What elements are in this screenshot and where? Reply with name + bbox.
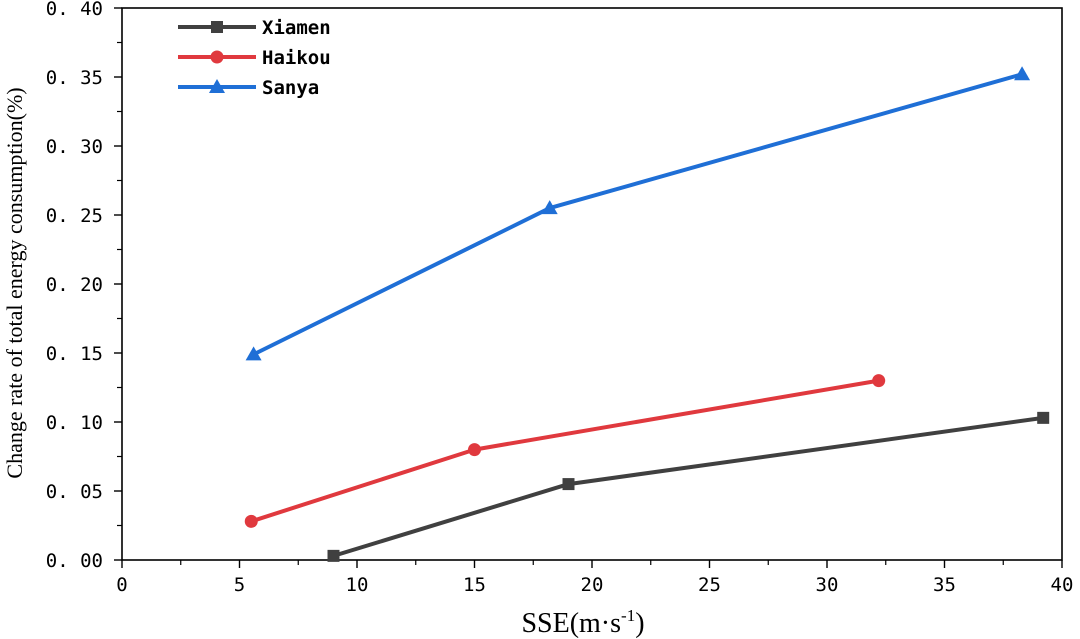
legend-marker-haikou	[210, 50, 224, 64]
y-axis-title-group: Change rate of total energy consumption(…	[2, 87, 27, 478]
data-point-haikou	[872, 374, 886, 388]
y-tick-label: 0. 05	[46, 481, 103, 503]
series-line-xiamen	[332, 415, 1044, 558]
y-tick-label: 0. 30	[46, 136, 103, 158]
x-axis-title: SSE(m·s-1)	[521, 606, 644, 639]
y-tick-label: 0. 15	[46, 343, 103, 365]
data-point-haikou	[244, 514, 258, 528]
legend-label-xiamen: Xiamen	[262, 17, 331, 39]
series-line-haikou	[250, 378, 880, 524]
y-tick-label: 0. 00	[46, 550, 103, 572]
y-tick-label: 0. 35	[46, 67, 103, 89]
y-axis-title: Change rate of total energy consumption(…	[2, 87, 27, 478]
series-line-sanya	[252, 72, 1023, 357]
data-point-xiamen	[1037, 411, 1050, 424]
x-tick-label: 15	[463, 574, 486, 596]
legend-marker-sanya	[209, 79, 225, 93]
x-axis-title-superscript: -1	[621, 606, 635, 625]
x-tick-label: 20	[581, 574, 604, 596]
x-axis-title-suffix: )	[635, 608, 644, 639]
data-point-sanya	[541, 200, 558, 215]
plot-area: 0 5 10 15 20 25 30 35 40 0. 00 0. 05 0. 10 0. 15 0. 2…	[46, 0, 1074, 596]
y-tick-label: 0. 20	[46, 274, 103, 296]
x-tick-label: 30	[816, 574, 839, 596]
y-tick-label: 0. 10	[46, 412, 103, 434]
data-point-haikou	[468, 443, 481, 457]
y-tick-label: 0. 25	[46, 205, 103, 227]
x-tick-label: 5	[234, 574, 245, 596]
legend-label-haikou: Haikou	[262, 47, 331, 69]
data-point-xiamen	[327, 549, 340, 562]
x-tick-label: 10	[346, 574, 369, 596]
x-tick-label: 0	[116, 574, 127, 596]
data-point-xiamen	[562, 478, 575, 491]
legend-marker-xiamen	[211, 21, 223, 33]
x-tick-label: 25	[698, 574, 721, 596]
y-tick-label: 0. 40	[46, 0, 103, 20]
data-point-sanya	[1014, 66, 1031, 81]
data-point-sanya	[245, 346, 262, 361]
legend-label-sanya: Sanya	[262, 77, 319, 99]
x-axis-title-main: SSE(m·s	[521, 608, 621, 639]
x-tick-label: 35	[933, 574, 956, 596]
legend: Xiamen Haikou Sanya	[178, 17, 331, 99]
x-tick-label: 40	[1051, 574, 1074, 596]
